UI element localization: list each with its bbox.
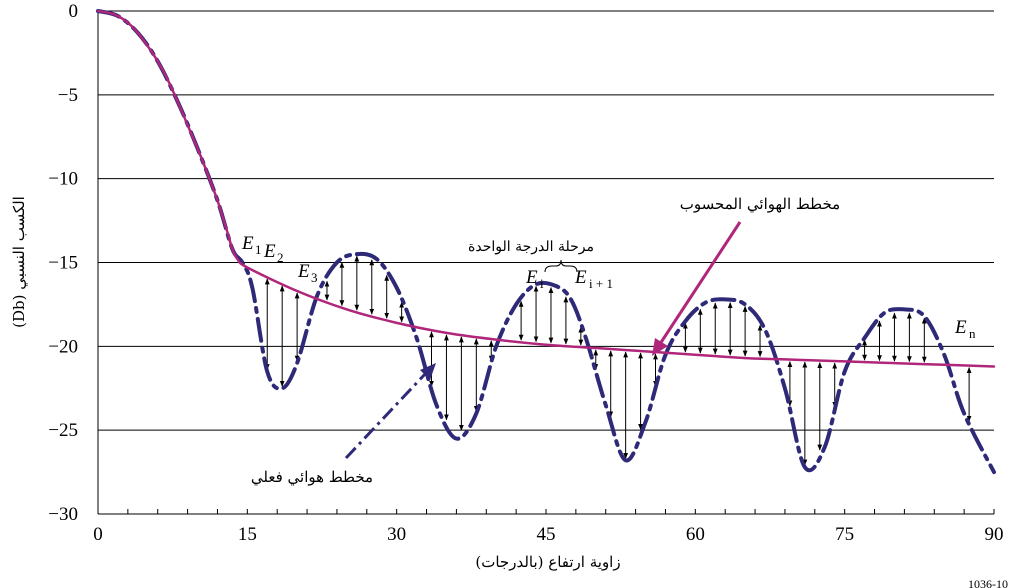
svg-text:E: E [574, 267, 587, 288]
svg-text:E: E [297, 261, 310, 282]
svg-text:i + 1: i + 1 [589, 276, 613, 291]
series-actual-pattern [96, 9, 996, 475]
annotations: مخطط الهوائي المحسوب مخطط هوائي فعلي مرح… [241, 195, 976, 486]
x-tick-label: 90 [985, 524, 1004, 545]
label-e2: E 2 [263, 241, 284, 265]
x-tick-label: 45 [537, 524, 556, 545]
grid-lines [98, 10, 994, 515]
svg-text:E: E [263, 241, 276, 262]
y-tick-label: −20 [48, 336, 78, 357]
tick-labels: 0 15 30 45 60 75 90 0 −5 −10 −15 −20 −25 −30 [48, 1, 1003, 545]
difference-arrows [264, 255, 972, 466]
svg-text:3: 3 [311, 270, 318, 285]
actual-pattern-label: مخطط هوائي فعلي [251, 468, 373, 486]
computed-pattern-arrowhead [652, 338, 668, 356]
svg-text:E: E [525, 267, 538, 288]
label-e1: E 1 [241, 233, 262, 257]
y-tick-label: −15 [48, 253, 78, 274]
computed-pattern-label: مخطط الهوائي المحسوب [680, 195, 840, 213]
series-lines [96, 9, 996, 475]
x-tick-label: 0 [93, 524, 103, 545]
label-e3: E 3 [297, 261, 318, 285]
actual-pattern-pointer [344, 371, 428, 460]
svg-text:E: E [241, 233, 254, 254]
y-tick-label: −25 [48, 420, 78, 441]
computed-pattern-pointer [656, 221, 742, 348]
figure-id: 1036-10 [968, 577, 1008, 588]
svg-text:n: n [969, 326, 976, 341]
y-tick-label: −30 [48, 504, 78, 525]
svg-text:2: 2 [277, 250, 284, 265]
svg-text:i: i [540, 276, 544, 291]
actual-pattern-arrowhead [420, 363, 436, 380]
x-tick-label: 75 [835, 524, 854, 545]
y-axis-title: الكسب النسبي (Db) [10, 196, 28, 328]
step-stage-label: مرحلة الدرجة الواحدة [468, 239, 594, 255]
label-ei-plus-1: E i + 1 [574, 267, 613, 291]
axes [97, 11, 995, 515]
x-tick-label: 15 [238, 524, 257, 545]
step-brace [544, 259, 578, 273]
label-en: E n [954, 317, 976, 341]
x-tick-label: 30 [387, 524, 406, 545]
svg-text:1: 1 [255, 242, 262, 257]
svg-text:E: E [954, 317, 967, 338]
y-tick-label: 0 [69, 1, 79, 22]
y-tick-label: −10 [48, 169, 78, 190]
x-axis-title: زاوية ارتفاع (بالدرجات) [475, 553, 620, 571]
series-computed-pattern [96, 9, 996, 368]
label-ei: E i [525, 267, 544, 291]
x-tick-label: 60 [686, 524, 705, 545]
y-tick-label: −5 [58, 85, 78, 106]
